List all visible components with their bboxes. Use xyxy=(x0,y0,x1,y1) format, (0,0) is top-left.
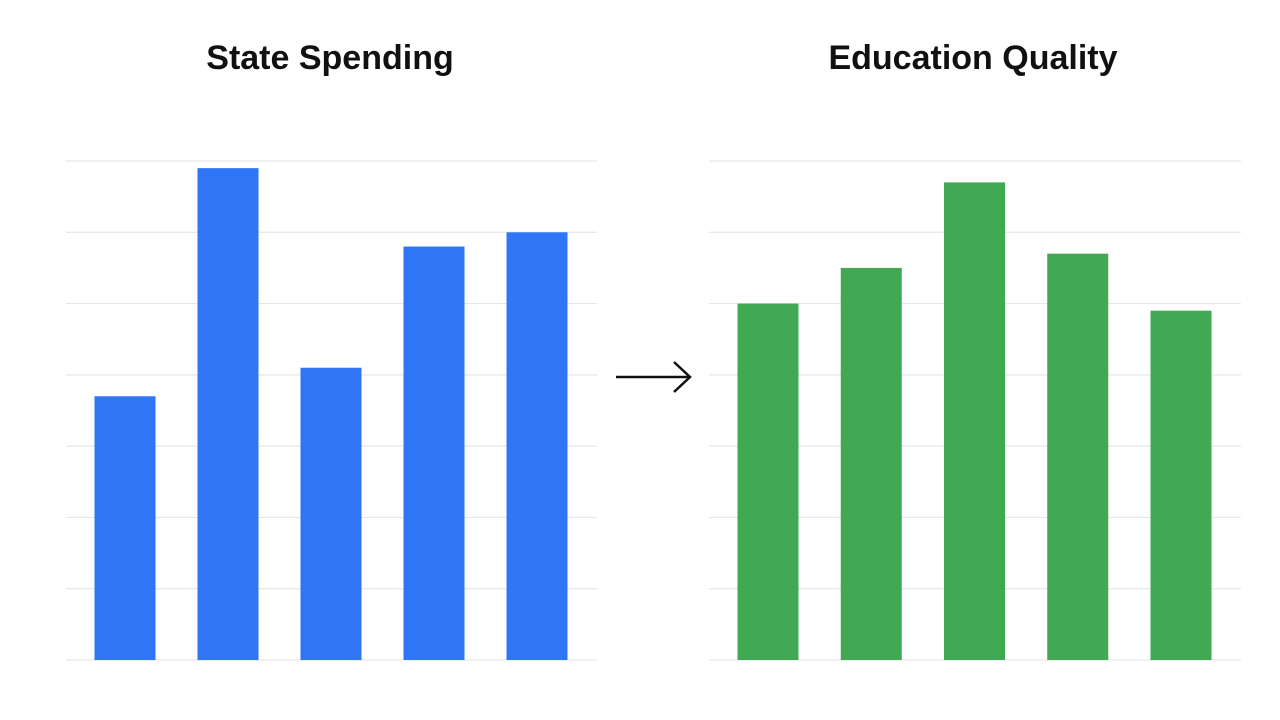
bar xyxy=(94,396,156,660)
arrow xyxy=(616,361,692,393)
bar xyxy=(403,246,465,661)
bar xyxy=(300,367,362,660)
bar xyxy=(737,303,799,660)
chart-title: State Spending xyxy=(206,39,453,77)
bar xyxy=(840,267,902,660)
bar xyxy=(197,168,259,660)
bar xyxy=(1150,310,1212,660)
arrow-head xyxy=(673,361,692,393)
chart-title: Education Quality xyxy=(828,39,1117,77)
bar xyxy=(944,182,1005,660)
bar xyxy=(1047,253,1109,660)
bar xyxy=(506,232,568,661)
